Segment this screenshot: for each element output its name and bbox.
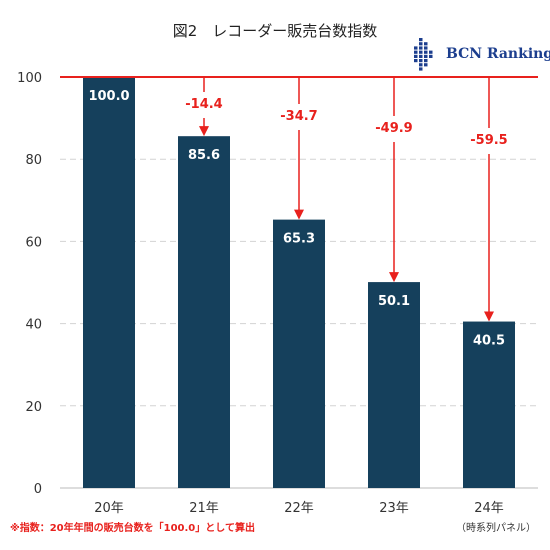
difference-label: -59.5 xyxy=(470,133,507,148)
y-tick-label: 40 xyxy=(25,318,42,333)
bar xyxy=(463,321,515,488)
logo-text: BCN Ranking xyxy=(446,46,550,62)
y-tick-label: 0 xyxy=(34,482,42,497)
x-axis-categories: 20年 21年 22年 23年 24年 xyxy=(94,501,504,516)
y-tick-label: 20 xyxy=(25,400,42,415)
footnote: ※指数：20年年間の販売台数を「100.0」として算出 xyxy=(10,521,255,534)
arrow-head-icon xyxy=(389,272,399,283)
difference-label: -49.9 xyxy=(375,121,412,136)
y-tick-label: 100 xyxy=(17,71,42,86)
logo-square xyxy=(419,50,423,54)
logo-square xyxy=(419,54,423,58)
y-axis-ticks: 0 20 40 60 80 100 xyxy=(17,71,42,497)
arrow-head-icon xyxy=(484,311,494,322)
logo-square xyxy=(419,42,423,46)
x-tick-label: 22年 xyxy=(284,501,314,516)
logo-square xyxy=(419,38,423,42)
arrow-head-icon xyxy=(294,209,304,220)
bar-value-label: 100.0 xyxy=(88,89,129,104)
logo-square xyxy=(429,54,433,58)
logo-square xyxy=(414,46,418,50)
logo-square xyxy=(414,59,418,63)
x-tick-label: 24年 xyxy=(474,501,504,516)
bar xyxy=(368,282,420,488)
bar-value-label: 50.1 xyxy=(378,294,410,309)
logo-mark-icon xyxy=(414,38,433,71)
y-tick-label: 60 xyxy=(25,235,42,250)
difference-arrow: -14.4 xyxy=(185,77,223,137)
difference-arrow: -59.5 xyxy=(470,77,508,322)
logo-square xyxy=(424,63,428,67)
logo-square xyxy=(424,42,428,46)
difference-arrow: -34.7 xyxy=(280,77,318,220)
logo-square xyxy=(424,46,428,50)
logo-square xyxy=(419,67,423,71)
logo-square xyxy=(424,54,428,58)
bcn-ranking-logo: BCN Ranking xyxy=(414,38,550,71)
arrow-head-icon xyxy=(199,126,209,137)
bar xyxy=(178,136,230,488)
chart-title: 図2 レコーダー販売台数指数 xyxy=(173,22,378,40)
difference-label: -14.4 xyxy=(185,97,222,112)
logo-square xyxy=(419,63,423,67)
difference-arrows: -14.4 -34.7 -49.9 -59.5 xyxy=(185,77,508,322)
y-tick-label: 80 xyxy=(25,153,42,168)
source-note: （時系列パネル） xyxy=(456,521,536,534)
difference-arrow: -49.9 xyxy=(375,77,413,283)
bar xyxy=(83,77,135,488)
logo-square xyxy=(424,59,428,63)
x-tick-label: 23年 xyxy=(379,501,409,516)
logo-square xyxy=(429,50,433,54)
logo-square xyxy=(419,59,423,63)
bar-value-label: 65.3 xyxy=(283,232,315,247)
x-tick-label: 21年 xyxy=(189,501,219,516)
logo-square xyxy=(414,50,418,54)
x-tick-label: 20年 xyxy=(94,501,124,516)
logo-square xyxy=(414,54,418,58)
difference-label: -34.7 xyxy=(280,109,317,124)
bar-value-labels: 100.0 85.6 65.3 50.1 40.5 xyxy=(88,89,505,349)
bar xyxy=(273,219,325,488)
logo-square xyxy=(424,50,428,54)
bars xyxy=(83,77,515,488)
logo-square xyxy=(419,46,423,50)
bar-value-label: 85.6 xyxy=(188,148,220,163)
bar-value-label: 40.5 xyxy=(473,334,505,349)
